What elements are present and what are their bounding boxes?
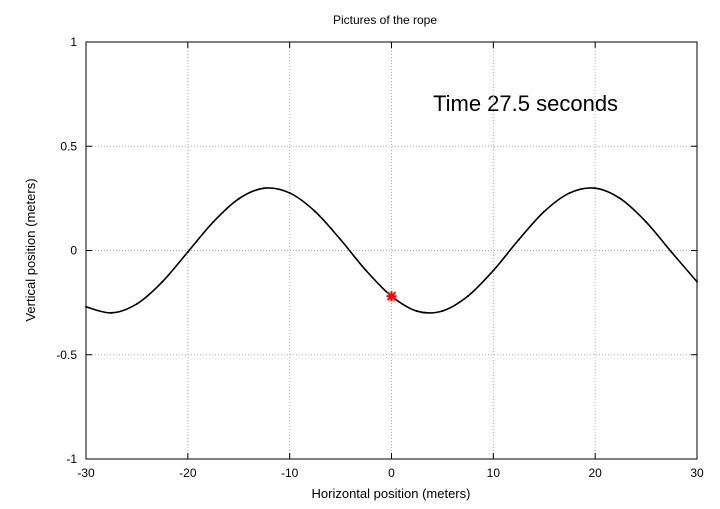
y-tick-label: -1 (66, 452, 77, 466)
rope-point (670, 251, 673, 254)
rope-point (594, 187, 597, 190)
rope-point (466, 295, 469, 298)
rope-point (212, 220, 215, 223)
rope-point (543, 210, 546, 213)
y-tick-label: 0 (70, 244, 77, 258)
rope-point (263, 187, 266, 190)
x-tick-label: -10 (281, 466, 299, 480)
rope-point (696, 280, 698, 283)
rope-point (619, 197, 622, 200)
rope-point (365, 269, 368, 272)
y-tick-label: -0.5 (56, 348, 77, 362)
rope-point (135, 302, 138, 305)
x-tick-label: 10 (487, 466, 501, 480)
x-tick-label: 20 (588, 466, 602, 480)
rope-point (441, 309, 444, 312)
rope-point (415, 310, 418, 313)
rope-point (110, 311, 113, 314)
series-layer (85, 187, 698, 314)
rope-point (339, 238, 342, 241)
chart-title: Pictures of the rope (333, 13, 437, 27)
x-tick-label: 30 (690, 466, 704, 480)
y-tick-label: 1 (70, 35, 77, 49)
time-annotation: Time 27.5 seconds (433, 91, 618, 116)
rope-point (492, 269, 495, 272)
x-axis-label: Horizontal position (meters) (312, 486, 471, 501)
x-tick-label: -20 (179, 466, 197, 480)
rope-point (288, 191, 291, 194)
y-tick-label: 0.5 (60, 139, 77, 153)
rope-point (568, 191, 571, 194)
rope-point (161, 280, 164, 283)
grid (86, 42, 697, 459)
rope-point (237, 197, 240, 200)
plot-frame (85, 41, 698, 460)
rope-point (517, 238, 520, 241)
marker-stroke (386, 291, 397, 301)
rope-point (186, 250, 189, 253)
y-axis-label: Vertical position (meters) (23, 178, 38, 321)
x-tick-label: -30 (77, 466, 95, 480)
rope-point (85, 305, 87, 308)
rope-point (645, 220, 648, 223)
marker-asterisk (386, 291, 397, 302)
x-tick-label: 0 (388, 466, 395, 480)
rope-point (314, 210, 317, 213)
